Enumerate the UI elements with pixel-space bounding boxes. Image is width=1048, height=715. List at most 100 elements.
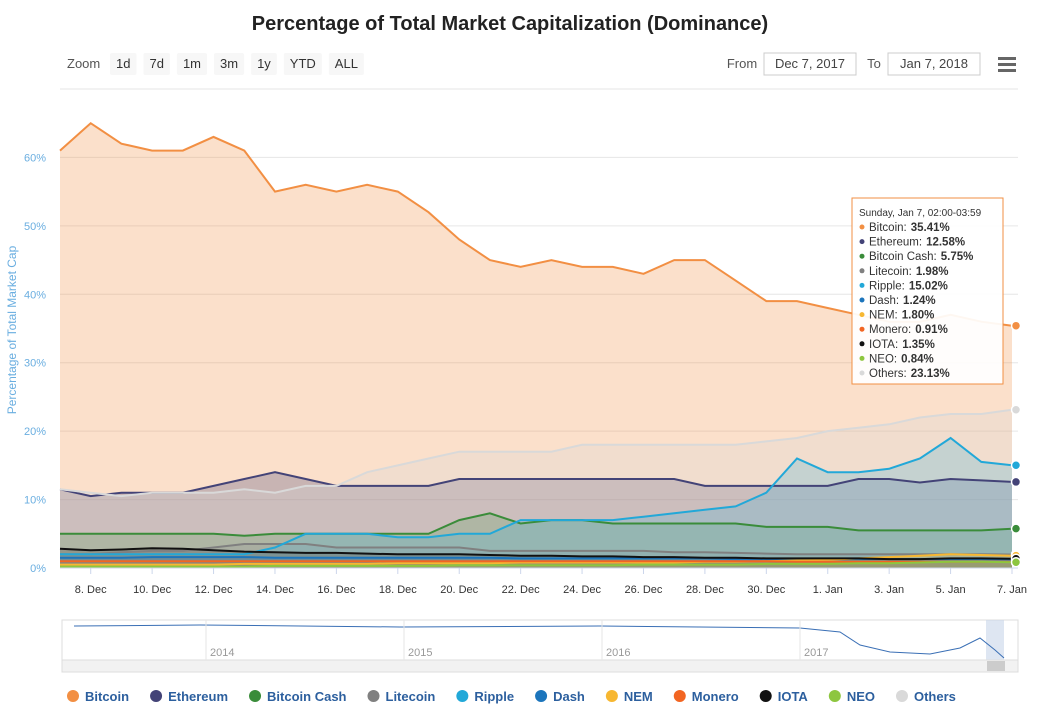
zoom-button-bg — [283, 53, 322, 75]
from-input[interactable] — [763, 52, 857, 76]
menu-button[interactable] — [998, 57, 1016, 72]
legend-label: Ethereum — [168, 689, 228, 704]
legend-item[interactable]: NEM — [605, 689, 653, 704]
from-value: Dec 7, 2017 — [775, 56, 845, 71]
legend-item[interactable]: Monero — [673, 689, 739, 704]
end-marker — [1010, 459, 1022, 471]
navigator-label: 2015 — [408, 647, 432, 659]
legend-label: Ripple — [474, 689, 514, 704]
legend-swatch — [895, 690, 908, 702]
legend-label: Bitcoin — [85, 689, 129, 704]
zoom-button-bg — [328, 53, 364, 75]
legend-item[interactable]: Litecoin — [367, 689, 436, 704]
x-tick-label: 5. Jan — [936, 584, 966, 596]
to-value: Jan 7, 2018 — [900, 56, 968, 71]
legend-swatch — [367, 690, 380, 702]
y-tick-label: 30% — [24, 358, 46, 370]
area-fill — [60, 123, 1012, 568]
legend-item[interactable]: Bitcoin — [67, 689, 129, 704]
tooltip-label: NEO: — [869, 353, 897, 365]
zoom-button-bg — [251, 53, 277, 75]
x-tick-label: 28. Dec — [686, 584, 724, 596]
tooltip-value: 0.91% — [915, 324, 948, 336]
zoom-button-bg — [214, 53, 245, 75]
tooltip-value: 12.58% — [926, 237, 965, 249]
legend-item[interactable]: Others — [895, 689, 956, 704]
y-tick-label: 60% — [24, 152, 46, 164]
tooltip-dot — [859, 239, 865, 245]
zoom-button[interactable]: 3m — [214, 53, 245, 75]
series-line — [59, 547, 1013, 561]
series-line — [60, 560, 1012, 563]
end-marker — [1010, 404, 1022, 415]
scrollbar-thumb[interactable] — [987, 661, 1005, 671]
legend-item[interactable]: Ethereum — [150, 689, 228, 704]
x-tick-label: 22. Dec — [502, 584, 540, 596]
tooltip: Sunday, Jan 7, 02:00-03:59 Bitcoin: 35.41%… — [851, 197, 1004, 385]
legend-label: IOTA — [778, 689, 809, 704]
navigator-selection[interactable] — [986, 620, 1004, 660]
tooltip-value: 23.13% — [911, 368, 950, 380]
menu-bar — [998, 57, 1016, 60]
tooltip-label: NEM: — [869, 310, 898, 322]
x-tick-label: 10. Dec — [133, 584, 171, 596]
tooltip-label: Bitcoin Cash: — [869, 251, 937, 263]
legend-item[interactable]: NEO — [828, 689, 875, 704]
legend-swatch — [150, 690, 163, 702]
legend-item[interactable]: Dash — [535, 689, 585, 704]
zoom-button[interactable]: YTD — [283, 53, 322, 75]
zoom-button-label: ALL — [335, 56, 358, 71]
tooltip-dot — [859, 341, 865, 347]
y-tick-label: 40% — [24, 289, 46, 301]
zoom-button[interactable]: 1m — [176, 53, 207, 75]
tooltip-label: Bitcoin: — [869, 222, 907, 234]
zoom-button-label: 1m — [183, 56, 201, 71]
end-marker — [1010, 476, 1022, 488]
navigator-label: 2014 — [210, 647, 234, 659]
x-tick-label: 24. Dec — [563, 584, 601, 596]
x-tick-label: 7. Jan — [997, 584, 1027, 596]
legend-label: Dash — [553, 689, 585, 704]
tooltip-dot — [859, 282, 865, 288]
legend-swatch — [828, 690, 841, 702]
tooltip-value: 35.41% — [911, 222, 950, 234]
to-input[interactable] — [887, 52, 981, 76]
scrollbar[interactable] — [61, 659, 1019, 673]
x-tick-label: 20. Dec — [440, 584, 478, 596]
x-tick-label: 8. Dec — [75, 584, 107, 596]
tooltip-label: Ethereum: — [869, 237, 922, 249]
area-fill — [60, 409, 1012, 568]
end-marker — [1010, 320, 1022, 331]
zoom-button-label: 1d — [116, 56, 130, 71]
navigator-label: 2016 — [606, 647, 630, 659]
tooltip-value: 1.98% — [916, 266, 949, 278]
tooltip-dot — [859, 312, 865, 318]
legend-item[interactable]: IOTA — [759, 689, 809, 704]
tooltip-label: Litecoin: — [869, 266, 912, 278]
legend-swatch — [249, 690, 262, 702]
series-line — [60, 436, 1013, 556]
legend-item[interactable]: Ripple — [456, 689, 514, 704]
chart-title: Percentage of Total Market Capitalizatio… — [252, 13, 768, 35]
zoom-button[interactable]: 7d — [143, 53, 170, 75]
zoom-button-bg — [143, 53, 170, 75]
tooltip-value: 0.84% — [901, 353, 934, 365]
legend-item[interactable]: Bitcoin Cash — [249, 689, 347, 704]
tooltip-value: 1.35% — [902, 339, 935, 351]
series-line — [59, 408, 1013, 498]
zoom-button[interactable]: ALL — [328, 53, 364, 75]
tooltip-dot — [859, 297, 865, 303]
y-tick-label: 50% — [24, 221, 46, 233]
tooltip-header: Sunday, Jan 7, 02:00-03:59 — [859, 208, 982, 219]
tooltip-dot — [859, 326, 865, 332]
to-label: To — [867, 56, 881, 71]
x-tick-label: 14. Dec — [256, 584, 294, 596]
zoom-button[interactable]: 1y — [251, 53, 277, 75]
zoom-button[interactable]: 1d — [110, 53, 137, 75]
legend-swatch — [759, 690, 772, 702]
y-tick-label: 0% — [30, 563, 46, 575]
tooltip-value: 1.24% — [903, 295, 936, 307]
legend-label: Bitcoin Cash — [267, 689, 347, 704]
